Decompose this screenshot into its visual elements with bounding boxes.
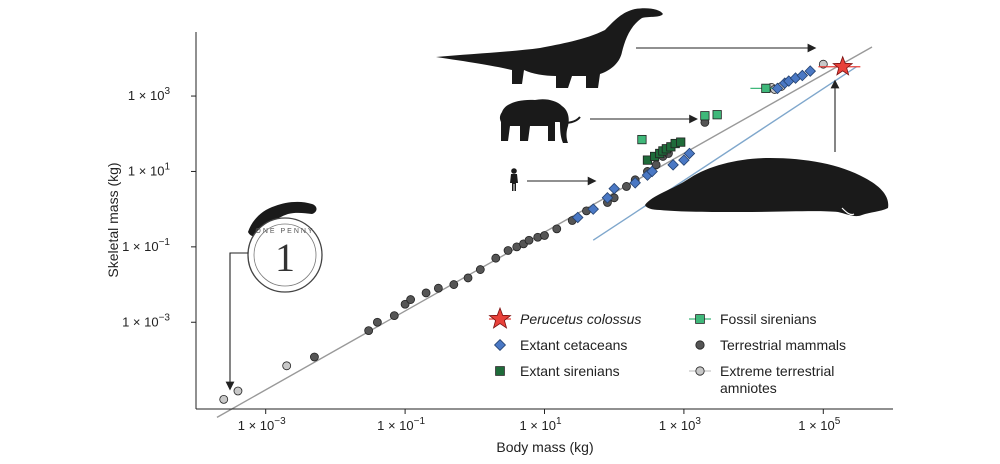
legend-item: Extant cetaceans	[493, 337, 627, 353]
data-point	[667, 159, 679, 171]
data-point	[700, 111, 710, 121]
elephant-silhouette	[499, 99, 569, 143]
legend-marker	[495, 366, 505, 376]
data-point	[524, 235, 534, 245]
legend-marker	[695, 340, 705, 350]
illustrations: 1 ONE PENNY	[247, 8, 889, 293]
data-point	[364, 326, 374, 336]
legend-item: Fossil sirenians	[689, 311, 816, 327]
data-point	[804, 65, 817, 77]
data-point	[712, 110, 722, 120]
coin-text: ONE PENNY	[255, 228, 314, 235]
data-point	[310, 352, 319, 362]
data-point	[552, 224, 562, 234]
data-point	[637, 134, 647, 145]
legend-item: Perucetus colossus	[488, 306, 641, 329]
y-tick-label: 1 × 101	[128, 161, 171, 178]
elephant-tusk	[559, 116, 581, 124]
x-tick-label: 1 × 10−1	[377, 416, 425, 433]
data-point	[449, 280, 459, 289]
legend-label: Terrestrial mammals	[720, 337, 846, 353]
coin-numeral: 1	[275, 235, 295, 280]
data-point	[503, 246, 513, 255]
legend-marker	[695, 314, 705, 324]
data-point	[282, 361, 292, 371]
data-point	[832, 55, 854, 76]
data-point	[389, 311, 399, 321]
data-point	[433, 283, 443, 293]
data-point	[463, 273, 473, 283]
data-points	[219, 55, 861, 404]
x-tick-label: 1 × 101	[519, 416, 562, 433]
series-fossil-sirenians	[637, 83, 778, 145]
data-point	[646, 165, 658, 178]
legend-label: Extant sirenians	[520, 363, 620, 379]
data-point	[475, 265, 485, 274]
x-tick-label: 1 × 103	[659, 416, 702, 433]
reference-line-2	[592, 66, 857, 241]
data-point	[571, 211, 584, 224]
series-extant-cetaceans	[571, 65, 817, 224]
salamander-silhouette	[248, 201, 317, 237]
legend-label-line2: amniotes	[720, 380, 777, 396]
y-tick-label: 1 × 10−1	[122, 237, 170, 254]
arrow-one-penny-coin	[225, 252, 248, 391]
human-silhouette	[510, 168, 518, 191]
data-point	[796, 69, 809, 82]
data-point	[587, 203, 599, 215]
data-point	[233, 386, 243, 396]
perucetus-silhouette	[645, 158, 889, 217]
legend-item: Extant sirenians	[495, 363, 620, 379]
x-tick-label: 1 × 10−3	[238, 416, 286, 433]
data-point	[601, 192, 614, 204]
legend-item: Terrestrial mammals	[695, 337, 846, 353]
data-point	[491, 253, 501, 263]
data-point	[421, 288, 431, 298]
legend-marker	[695, 366, 705, 376]
data-point	[629, 177, 641, 189]
ticks: 1 × 10−3 1 × 10−1 1 × 101 1 × 103 1 × 105 1 ×…	[122, 86, 841, 433]
data-point	[372, 317, 382, 327]
data-point	[219, 394, 229, 404]
data-point	[622, 182, 631, 191]
data-point	[761, 83, 771, 93]
data-point	[406, 295, 416, 304]
data-point	[676, 137, 686, 147]
x-axis-title: Body mass (kg)	[496, 439, 593, 455]
legend-label: Extant cetaceans	[520, 337, 627, 353]
legend-label: Perucetus colossus	[520, 311, 641, 327]
legend: Perucetus colossus Fossil sirenians Extant…	[488, 306, 846, 396]
data-point	[678, 154, 690, 166]
perucetus-flipper	[841, 207, 855, 216]
data-point	[400, 299, 410, 309]
one-penny-coin: 1 ONE PENNY	[247, 217, 323, 293]
series-extant-sirenians	[642, 137, 686, 165]
annotation-arrows	[225, 43, 840, 391]
x-tick-label: 1 × 105	[798, 416, 841, 433]
legend-label: Extreme terrestrial	[720, 363, 834, 379]
data-point	[540, 231, 549, 240]
data-point	[608, 182, 620, 195]
y-tick-label: 1 × 10−3	[122, 312, 170, 329]
legend-marker	[493, 338, 507, 352]
series-terrestrial-mammals	[310, 118, 710, 362]
data-point	[771, 82, 784, 95]
legend-label: Fossil sirenians	[720, 311, 816, 327]
data-point	[683, 147, 696, 160]
series-perucetus-colossus	[818, 55, 861, 76]
legend-marker	[488, 306, 512, 329]
sauropod-silhouette	[436, 8, 663, 88]
y-tick-label: 1 × 103	[128, 86, 171, 103]
y-axis-title: Skeletal mass (kg)	[105, 162, 121, 277]
